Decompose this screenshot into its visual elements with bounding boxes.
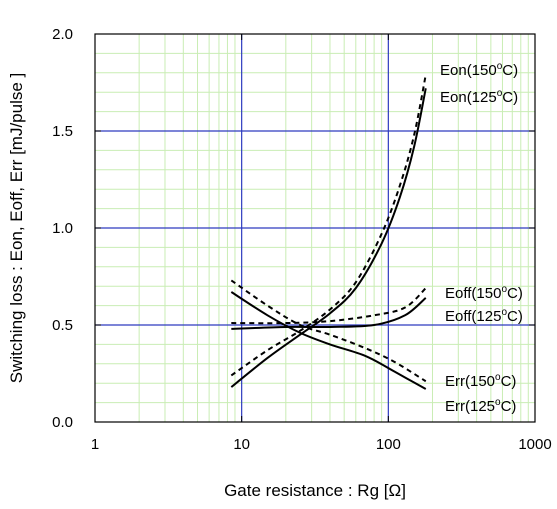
major-grid: [95, 34, 535, 422]
series-line-1: [230, 88, 427, 388]
curve-label-3: Eoff(125oC): [445, 307, 523, 325]
x-tick-label: 1: [91, 436, 99, 453]
x-tick-label: 10: [233, 436, 250, 453]
curve-label-4: Err(150oC): [445, 372, 516, 390]
curve-label-0: Eon(150oC): [440, 61, 518, 79]
curve-label-2: Eoff(150oC): [445, 284, 523, 302]
series-layer: [230, 74, 427, 390]
curve-label-5: Err(125oC): [445, 397, 516, 415]
annotation-layer: Eon(150oC) Eon(125oC) Eoff(150oC) Eoff(125o…: [440, 61, 523, 415]
curve-label-1: Eon(125oC): [440, 88, 518, 106]
y-tick-label: 0.0: [52, 414, 73, 431]
tick-labels: 1 10 100 1000 0.0 0.5 1.0 1.5 2.0: [52, 26, 552, 453]
series-line-3: [231, 297, 427, 330]
series-line-0: [230, 74, 427, 377]
y-tick-label: 0.5: [52, 317, 73, 334]
y-tick-label: 1.5: [52, 123, 73, 140]
x-tick-label: 100: [376, 436, 401, 453]
y-tick-label: 2.0: [52, 26, 73, 43]
axis-ticks: [94, 33, 536, 423]
x-tick-label: 1000: [518, 436, 551, 453]
series-line-5: [230, 291, 427, 390]
series-line-4: [230, 279, 427, 383]
y-axis-label: Switching loss : Eon, Eoff, Err [mJ/puls…: [7, 73, 26, 384]
x-axis-label: Gate resistance : Rg [Ω]: [224, 481, 406, 500]
y-tick-label: 1.0: [52, 220, 73, 237]
